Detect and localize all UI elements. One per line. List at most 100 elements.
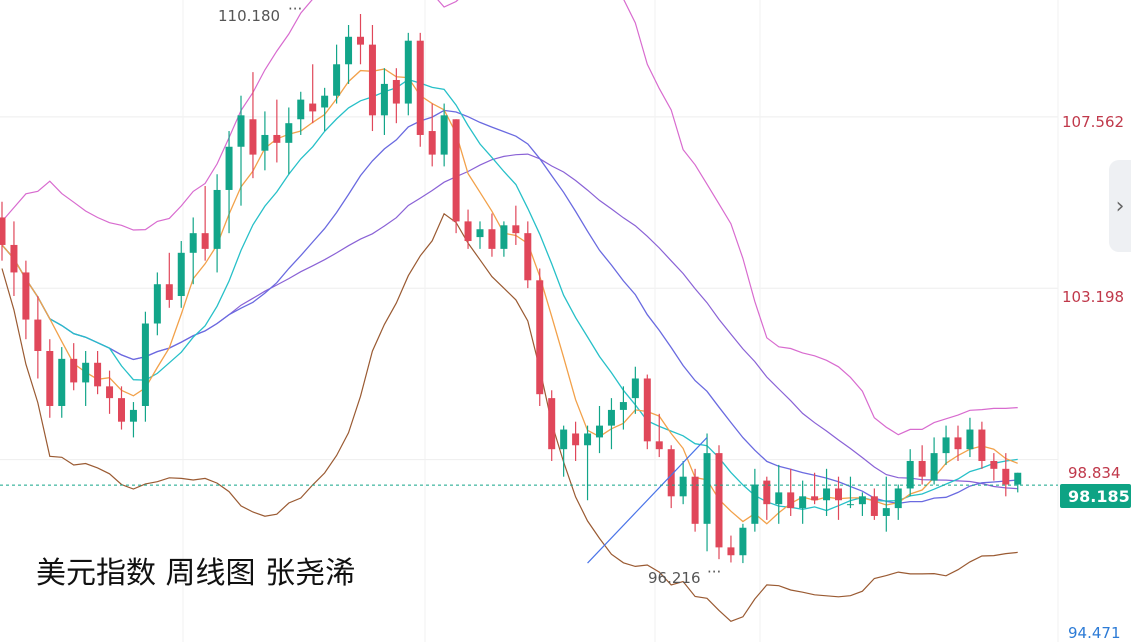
candle xyxy=(225,131,233,234)
candle-body xyxy=(954,437,962,450)
candle-body xyxy=(201,233,209,249)
ma-fast-line xyxy=(1,68,1018,525)
candle xyxy=(476,221,484,249)
candle xyxy=(58,347,66,418)
candle xyxy=(691,468,699,532)
candle-body xyxy=(464,221,472,242)
candle-body xyxy=(823,488,831,501)
candle-body xyxy=(10,244,18,273)
candle xyxy=(787,468,795,516)
candle-body xyxy=(548,398,556,450)
candle-body xyxy=(34,319,42,351)
candle xyxy=(1002,453,1010,497)
candle xyxy=(34,296,42,379)
candle-body xyxy=(452,119,460,222)
candle xyxy=(930,437,938,485)
candle xyxy=(799,480,807,524)
candle-body xyxy=(261,134,269,151)
candle-body xyxy=(368,44,376,116)
candle-body xyxy=(118,398,125,422)
candle xyxy=(655,413,663,458)
expand-panel-tab[interactable]: › xyxy=(1109,160,1131,252)
candle-body xyxy=(0,217,6,245)
candle xyxy=(488,213,496,257)
candle-body xyxy=(870,496,878,516)
candle xyxy=(428,103,436,167)
candle xyxy=(249,72,257,179)
candle xyxy=(404,32,412,116)
candle-body xyxy=(428,131,436,155)
candle xyxy=(835,476,842,520)
candle-body xyxy=(94,362,102,387)
candle-body xyxy=(500,225,508,249)
candle xyxy=(727,535,735,563)
candle xyxy=(273,99,281,163)
high-annotation-dots: ··· xyxy=(288,0,302,18)
candle xyxy=(357,14,364,65)
candle xyxy=(775,464,783,524)
high-price-annotation: 110.180 xyxy=(218,7,280,25)
candle-body xyxy=(58,358,66,406)
candle xyxy=(285,107,293,175)
low-annotation-dots: ··· xyxy=(707,563,721,581)
candle-body xyxy=(775,492,783,505)
candle xyxy=(584,425,592,501)
candle xyxy=(106,370,114,414)
candle xyxy=(978,421,986,469)
candle xyxy=(297,91,305,135)
candle-body xyxy=(416,40,424,135)
candle-body xyxy=(966,429,974,450)
candle-body xyxy=(811,496,819,501)
candle xyxy=(990,453,998,481)
candle xyxy=(141,311,149,422)
candle-body xyxy=(643,378,651,442)
candle xyxy=(22,260,30,340)
candle-body xyxy=(345,36,353,65)
candle-body xyxy=(1002,468,1010,485)
candle-body xyxy=(404,40,412,104)
candle-body xyxy=(82,362,90,383)
candle-body xyxy=(858,496,866,505)
candle xyxy=(882,476,890,532)
candle-body xyxy=(177,252,185,297)
candle-body xyxy=(1014,472,1022,485)
candle-body xyxy=(440,115,448,155)
candle-body xyxy=(906,460,914,489)
candle xyxy=(46,339,54,418)
candle xyxy=(703,433,711,552)
candle xyxy=(560,425,568,477)
candle xyxy=(715,445,723,560)
candles xyxy=(0,14,1022,564)
candle-body xyxy=(141,323,149,406)
candle-body xyxy=(596,425,603,438)
candle-body xyxy=(333,64,341,96)
candle xyxy=(177,241,185,308)
candle xyxy=(631,366,639,414)
candle xyxy=(667,445,675,509)
candle-body xyxy=(321,95,329,108)
bollinger-bands xyxy=(1,0,1018,622)
candle-body xyxy=(512,225,520,234)
candle-body xyxy=(739,527,747,556)
price-tick-label: 107.562 xyxy=(1062,113,1124,131)
candle xyxy=(201,186,209,261)
candle xyxy=(858,492,866,516)
candle xyxy=(321,87,329,132)
candle-body xyxy=(380,83,388,116)
candle xyxy=(607,398,615,450)
candle-body xyxy=(679,476,687,497)
candle xyxy=(572,421,580,461)
candle-body xyxy=(560,429,568,450)
candle xyxy=(129,402,137,438)
candle-body xyxy=(787,492,795,509)
candle xyxy=(464,209,472,249)
candle xyxy=(392,68,400,124)
candle xyxy=(823,468,831,516)
candle-body xyxy=(655,441,663,450)
candle xyxy=(94,350,102,395)
candle xyxy=(739,523,747,564)
current-price-label: 98.185 xyxy=(1068,487,1130,506)
candle-body xyxy=(524,233,532,281)
candle-body xyxy=(225,146,233,190)
